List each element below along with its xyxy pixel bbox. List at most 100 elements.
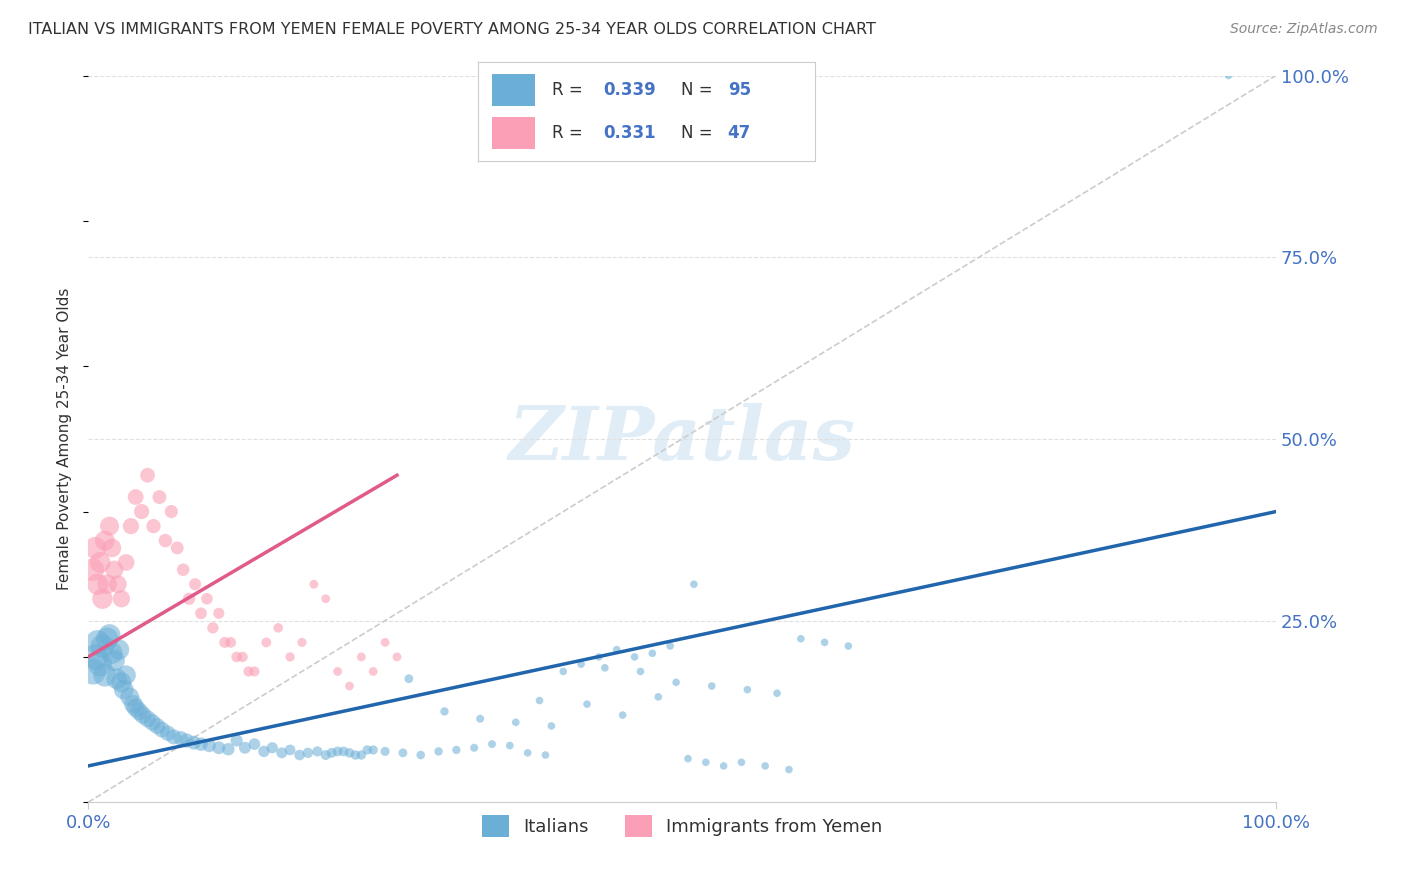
Point <box>217 742 239 756</box>
Point <box>136 712 159 726</box>
Point <box>122 697 145 711</box>
Point <box>163 730 186 744</box>
Point <box>82 563 104 577</box>
Point <box>120 519 142 533</box>
Point <box>91 591 114 606</box>
Point <box>588 649 610 664</box>
Point <box>142 519 165 533</box>
Point <box>534 747 557 762</box>
Point <box>84 541 107 555</box>
Point <box>288 747 311 762</box>
Point <box>307 744 329 758</box>
Point <box>433 705 456 719</box>
Point <box>124 700 146 714</box>
Point <box>576 697 599 711</box>
Point <box>315 747 337 762</box>
Point <box>398 672 420 686</box>
Point <box>225 733 247 747</box>
Point <box>374 744 396 758</box>
Point <box>108 642 131 657</box>
Point <box>96 632 118 646</box>
Point <box>665 675 688 690</box>
Point <box>676 752 699 766</box>
Point <box>94 668 117 682</box>
Bar <box>492 118 536 149</box>
Point <box>606 642 628 657</box>
Point <box>98 519 121 533</box>
Point <box>315 591 337 606</box>
Point <box>176 733 198 747</box>
Point <box>463 740 485 755</box>
Point <box>110 675 132 690</box>
Point <box>243 665 266 679</box>
Point <box>344 747 367 762</box>
Point <box>190 607 212 621</box>
Point <box>115 556 138 570</box>
Point <box>385 649 408 664</box>
Point <box>446 743 468 757</box>
Point <box>184 577 207 591</box>
Point <box>695 756 717 770</box>
Point <box>837 639 859 653</box>
Point <box>232 649 254 664</box>
Text: ITALIAN VS IMMIGRANTS FROM YEMEN FEMALE POVERTY AMONG 25-34 YEAR OLDS CORRELATIO: ITALIAN VS IMMIGRANTS FROM YEMEN FEMALE … <box>28 22 876 37</box>
Point <box>101 646 124 660</box>
Point <box>321 746 343 760</box>
Text: 0.339: 0.339 <box>603 81 655 99</box>
Point <box>737 682 759 697</box>
Point <box>630 665 652 679</box>
Point <box>148 490 170 504</box>
Point <box>278 743 301 757</box>
Point <box>219 635 242 649</box>
Point <box>105 672 128 686</box>
Point <box>208 607 231 621</box>
Point <box>813 635 835 649</box>
Point <box>713 759 735 773</box>
Point <box>612 708 634 723</box>
Text: ZIPatlas: ZIPatlas <box>509 402 855 475</box>
Point <box>103 563 125 577</box>
Text: R =: R = <box>553 124 588 142</box>
Point <box>179 591 201 606</box>
Point <box>238 665 260 679</box>
Point <box>156 726 179 740</box>
Point <box>499 739 522 753</box>
Point <box>214 635 236 649</box>
Point <box>146 719 169 733</box>
Point <box>754 759 776 773</box>
Text: N =: N = <box>681 81 717 99</box>
Point <box>136 468 159 483</box>
Text: 47: 47 <box>728 124 751 142</box>
Point <box>160 505 183 519</box>
Point <box>131 505 153 519</box>
Point <box>427 744 450 758</box>
Point <box>505 715 527 730</box>
Text: N =: N = <box>681 124 717 142</box>
Point <box>683 577 706 591</box>
Point <box>253 744 276 758</box>
Text: Source: ZipAtlas.com: Source: ZipAtlas.com <box>1230 22 1378 37</box>
Point <box>302 577 325 591</box>
Point <box>89 657 111 672</box>
Point <box>190 737 212 751</box>
Point <box>356 743 378 757</box>
Point <box>339 746 361 760</box>
Point <box>170 731 193 746</box>
Point <box>361 743 384 757</box>
Point <box>361 665 384 679</box>
Point <box>647 690 669 704</box>
Text: 95: 95 <box>728 81 751 99</box>
Bar <box>492 74 536 105</box>
Point <box>291 635 314 649</box>
Point <box>593 661 616 675</box>
Point <box>183 736 205 750</box>
Point <box>172 563 194 577</box>
Point <box>233 740 256 755</box>
Point <box>86 577 108 591</box>
Point <box>540 719 562 733</box>
Point <box>166 541 188 555</box>
Point <box>529 693 551 707</box>
Point <box>326 665 349 679</box>
Point <box>326 744 349 758</box>
Point <box>115 668 138 682</box>
